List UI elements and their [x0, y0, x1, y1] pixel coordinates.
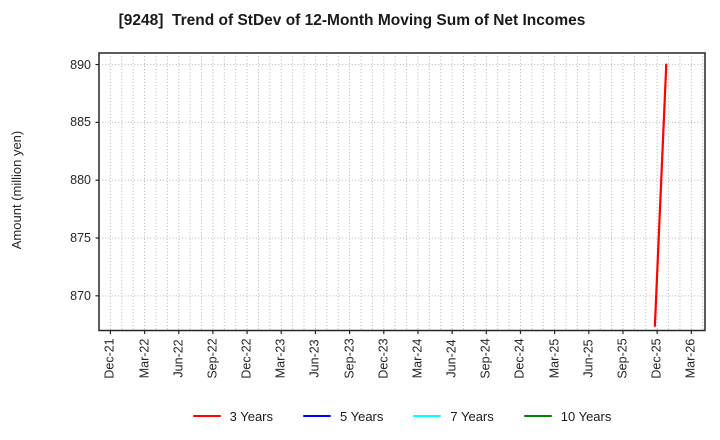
y-tick-label: 880 [70, 173, 91, 188]
x-tick-label: Jun-23 [307, 339, 322, 378]
legend-swatch-5-years [303, 414, 331, 418]
legend-label: 7 Years [450, 408, 494, 424]
x-tick-label: Mar-25 [547, 338, 562, 379]
x-tick-label: Jun-22 [171, 339, 186, 378]
x-tick-label: Jun-25 [581, 339, 596, 378]
legend-item: 10 Years [523, 408, 612, 424]
x-tick-label: Sep-23 [342, 338, 357, 379]
chart-title: [9248] Trend of StDev of 12-Month Moving… [118, 12, 586, 29]
x-tick-label: Dec-25 [649, 338, 664, 379]
legend-item: 5 Years [303, 409, 383, 424]
legend-item: 3 Years [192, 408, 273, 424]
y-tick-label: 885 [70, 115, 91, 130]
x-tick-label: Mar-22 [137, 338, 152, 379]
x-tick-label: Dec-23 [376, 338, 391, 379]
y-tick-label: 890 [70, 57, 91, 72]
x-tick-label: Sep-25 [615, 338, 630, 379]
legend-swatch-10-years [523, 414, 552, 418]
x-tick-label: Dec-24 [512, 338, 527, 379]
x-tick-label: Mar-26 [683, 338, 698, 379]
legend-swatch-7-years [413, 414, 442, 418]
series-line-3-years [653, 63, 668, 327]
plot-border [98, 52, 706, 332]
y-tick-label: 875 [70, 231, 91, 245]
x-tick-label: Sep-22 [205, 338, 220, 379]
legend-item: 7 Years [413, 408, 494, 424]
legend: 3 Years 5 Years 7 Years 10 Years [99, 407, 705, 425]
y-tick-label: 870 [70, 288, 91, 303]
x-tick-label: Mar-24 [410, 338, 425, 379]
x-tick-label: Mar-23 [273, 338, 288, 379]
x-tick-label: Dec-22 [239, 338, 254, 379]
legend-swatch-3-years [192, 414, 221, 418]
legend-label: 10 Years [560, 408, 612, 424]
x-tick-label: Jun-24 [444, 339, 459, 378]
x-tick-label: Dec-21 [102, 338, 117, 379]
legend-label: 3 Years [229, 408, 273, 424]
legend-label: 5 Years [340, 408, 384, 424]
x-tick-label: Sep-24 [478, 338, 493, 379]
